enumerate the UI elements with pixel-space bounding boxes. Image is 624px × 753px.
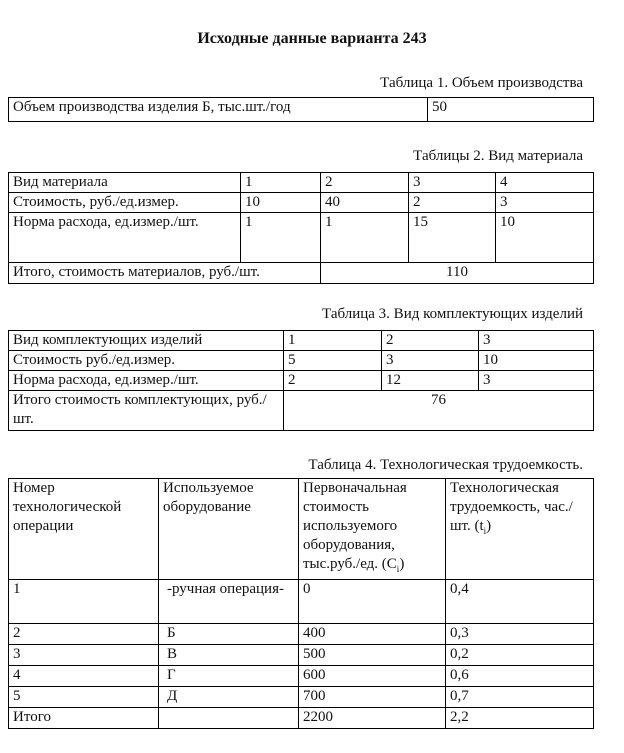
cell: Норма расхода, ед.измер./шт. bbox=[8, 370, 284, 391]
cell: 1 bbox=[8, 579, 159, 624]
table2-caption: Таблицы 2. Вид материала bbox=[413, 148, 583, 164]
cell: 2 bbox=[381, 330, 479, 351]
cell: 3 bbox=[381, 350, 479, 371]
cell: 3 bbox=[408, 172, 496, 193]
cell: 0,7 bbox=[445, 686, 594, 708]
cell: 3 bbox=[495, 192, 594, 213]
total-label: Итого, стоимость материалов, руб./шт. bbox=[8, 262, 321, 284]
cell: 2 bbox=[283, 370, 382, 391]
cell: Д bbox=[158, 686, 299, 708]
cell bbox=[158, 707, 299, 729]
cell: 5 bbox=[8, 686, 159, 708]
cell: 2 bbox=[408, 192, 496, 213]
cell: Г bbox=[158, 665, 299, 687]
total-value: 76 bbox=[283, 390, 594, 431]
table1-production-volume: Объем производства изделия Б, тыс.шт./го… bbox=[8, 97, 594, 122]
cell: 10 bbox=[240, 192, 321, 213]
cell: 10 bbox=[495, 212, 594, 263]
cell: 4 bbox=[8, 665, 159, 687]
table1-caption: Таблица 1. Объем производства bbox=[380, 75, 583, 91]
cell: 0,6 bbox=[445, 665, 594, 687]
cell: 1 bbox=[320, 212, 409, 263]
table2-materials: Вид материала 1 2 3 4 Стоимость, руб./ед.изм… bbox=[8, 172, 594, 284]
cell: 600 bbox=[298, 665, 446, 687]
cell: 0,2 bbox=[445, 644, 594, 666]
table3-caption: Таблица 3. Вид комплектующих изделий bbox=[322, 306, 583, 322]
cell: 3 bbox=[478, 370, 594, 391]
cell: 2 bbox=[8, 623, 159, 645]
cell: 400 bbox=[298, 623, 446, 645]
cell: Б bbox=[158, 623, 299, 645]
header-cell: Технологическая трудоемкость, час./шт. (… bbox=[445, 478, 594, 580]
cell: 5 bbox=[283, 350, 382, 371]
header-cell: Первоначальная стоимость используемого о… bbox=[298, 478, 446, 580]
header-cell: Номер технологической операции bbox=[8, 478, 159, 580]
cell: 40 bbox=[320, 192, 409, 213]
cell: 0,4 bbox=[445, 579, 594, 624]
total-label: Итого стоимость комплектующих, руб./шт. bbox=[8, 390, 284, 431]
cell: Вид материала bbox=[8, 172, 241, 193]
cell: Стоимость руб./ед.измер. bbox=[8, 350, 284, 371]
cell: -ручная операция- bbox=[158, 579, 299, 624]
cell: 0,3 bbox=[445, 623, 594, 645]
cell: 50 bbox=[427, 97, 594, 122]
cell: 12 bbox=[381, 370, 479, 391]
cell: 1 bbox=[283, 330, 382, 351]
cell: 500 bbox=[298, 644, 446, 666]
cell: Объем производства изделия Б, тыс.шт./го… bbox=[8, 97, 428, 122]
total-value: 110 bbox=[320, 262, 594, 284]
cell: В bbox=[158, 644, 299, 666]
cell: 2,2 bbox=[445, 707, 594, 729]
cell: 10 bbox=[478, 350, 594, 371]
cell: 1 bbox=[240, 172, 321, 193]
cell: Итого bbox=[8, 707, 159, 729]
cell: 1 bbox=[240, 212, 321, 263]
table4-labor-intensity: Номер технологической операции Используе… bbox=[8, 478, 594, 729]
cell: Стоимость, руб./ед.измер. bbox=[8, 192, 241, 213]
cell: 3 bbox=[478, 330, 594, 351]
cell: 2200 bbox=[298, 707, 446, 729]
cell: 3 bbox=[8, 644, 159, 666]
cell: 2 bbox=[320, 172, 409, 193]
cell: 700 bbox=[298, 686, 446, 708]
cell: Норма расхода, ед.измер./шт. bbox=[8, 212, 241, 263]
page-title: Исходные данные варианта 243 bbox=[197, 30, 427, 47]
table3-components: Вид комплектующих изделий 1 2 3 Стоимость р… bbox=[8, 330, 594, 431]
table4-caption: Таблица 4. Технологическая трудоемкость. bbox=[308, 457, 583, 473]
cell: Вид комплектующих изделий bbox=[8, 330, 284, 351]
cell: 0 bbox=[298, 579, 446, 624]
header-cell: Используемое оборудование bbox=[158, 478, 299, 580]
cell: 4 bbox=[495, 172, 594, 193]
cell: 15 bbox=[408, 212, 496, 263]
